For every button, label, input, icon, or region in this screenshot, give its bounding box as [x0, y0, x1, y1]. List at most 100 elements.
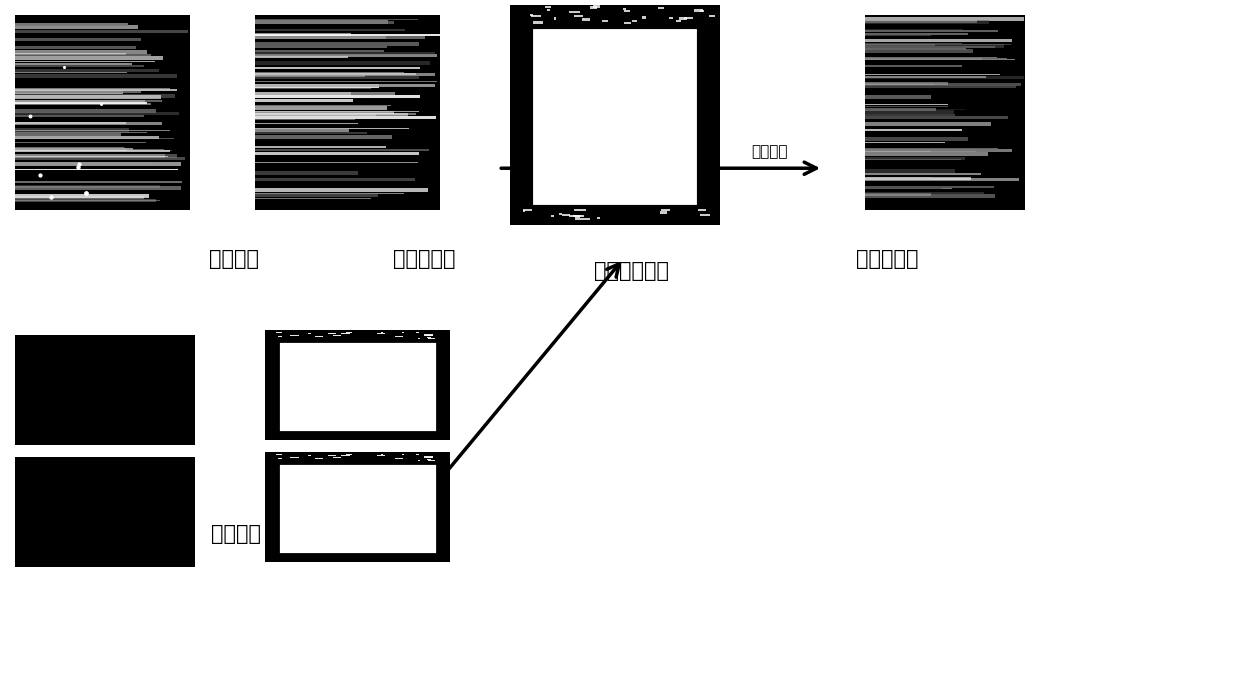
Bar	[684, 17, 693, 19]
Bar	[290, 335, 299, 336]
Bar	[255, 132, 367, 134]
Bar	[573, 215, 584, 217]
Bar	[699, 10, 704, 12]
Bar	[15, 156, 167, 157]
Bar	[278, 463, 436, 554]
Bar	[15, 88, 170, 91]
Bar	[866, 149, 1013, 152]
Bar	[15, 141, 145, 143]
Text: 上下光斑: 上下光斑	[211, 524, 262, 545]
Bar	[319, 336, 324, 337]
Bar	[255, 198, 371, 199]
Bar	[575, 218, 580, 220]
Bar	[15, 133, 120, 137]
Bar	[632, 20, 637, 22]
Bar	[255, 95, 420, 99]
Bar	[866, 109, 966, 110]
Bar	[428, 460, 435, 461]
Bar	[377, 333, 384, 335]
Bar	[694, 10, 703, 12]
Bar	[668, 17, 673, 19]
Bar	[531, 27, 699, 207]
Bar	[425, 457, 433, 458]
Bar	[382, 332, 383, 333]
Bar	[255, 84, 379, 88]
Bar	[523, 209, 532, 211]
Bar	[866, 58, 1016, 60]
Bar	[255, 116, 436, 119]
Bar	[866, 186, 994, 188]
Bar	[866, 107, 936, 112]
Bar	[866, 137, 968, 141]
Bar	[15, 95, 161, 99]
Bar	[866, 76, 986, 78]
Bar	[255, 188, 428, 192]
Bar	[15, 199, 156, 202]
Bar	[15, 154, 176, 158]
Bar	[590, 6, 596, 9]
Bar	[866, 44, 1004, 48]
Bar	[255, 146, 386, 148]
Bar	[415, 332, 419, 333]
Bar	[255, 33, 351, 36]
Bar	[624, 10, 630, 12]
Bar	[308, 333, 311, 334]
Bar	[15, 100, 162, 102]
Bar	[15, 94, 175, 98]
Bar	[866, 103, 947, 105]
Bar	[866, 150, 976, 152]
Bar	[866, 48, 966, 50]
Bar	[866, 33, 968, 35]
Bar	[15, 163, 126, 164]
Bar	[547, 9, 549, 11]
Bar	[866, 82, 947, 84]
Bar	[531, 15, 542, 17]
Bar	[15, 69, 160, 71]
Bar	[382, 454, 383, 455]
Bar	[15, 163, 181, 166]
Bar	[866, 152, 988, 156]
Bar	[642, 16, 646, 18]
Bar	[624, 22, 631, 24]
Bar	[15, 154, 165, 158]
Bar	[255, 67, 420, 69]
Bar	[255, 111, 393, 114]
Bar	[866, 129, 962, 131]
Bar	[866, 82, 949, 84]
Bar	[346, 454, 352, 455]
Bar	[866, 178, 1018, 181]
Bar	[428, 459, 432, 460]
Bar	[15, 148, 133, 150]
Bar	[255, 105, 391, 106]
Bar	[866, 43, 962, 44]
Bar	[15, 50, 146, 54]
Bar	[15, 103, 151, 105]
Text: 阈值分割: 阈值分割	[315, 408, 351, 423]
Bar	[866, 82, 934, 85]
Bar	[866, 74, 999, 75]
Bar	[866, 177, 932, 180]
Bar	[15, 150, 172, 151]
Bar	[15, 90, 141, 92]
Bar	[866, 20, 977, 23]
Bar	[255, 118, 356, 120]
Bar	[866, 58, 982, 61]
Bar	[582, 18, 590, 20]
Bar	[551, 215, 553, 217]
Bar	[424, 456, 433, 458]
Bar	[396, 336, 403, 337]
Bar	[15, 197, 144, 199]
Bar	[418, 338, 420, 339]
Bar	[569, 11, 580, 13]
Bar	[866, 50, 973, 54]
Bar	[255, 35, 386, 39]
Bar	[15, 72, 128, 73]
Bar	[255, 20, 388, 24]
Bar	[415, 454, 419, 455]
Bar	[698, 209, 706, 211]
Bar	[15, 130, 170, 131]
Bar	[15, 138, 174, 139]
Bar	[255, 128, 409, 129]
Bar	[255, 73, 415, 75]
Bar	[255, 162, 418, 163]
